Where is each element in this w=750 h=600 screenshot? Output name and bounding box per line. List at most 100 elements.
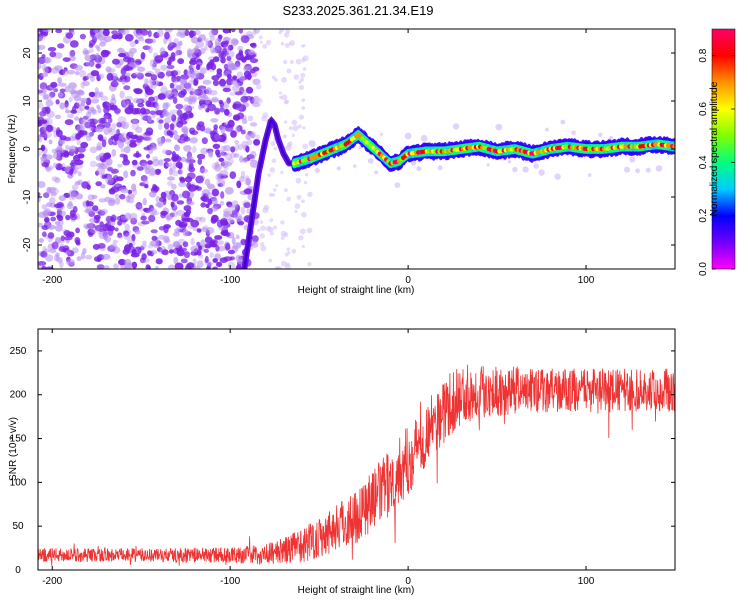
noise-cell <box>156 29 164 37</box>
noise-cell <box>38 44 46 50</box>
noise-cell <box>114 197 121 205</box>
noise-cell <box>137 66 146 72</box>
noise-cell <box>210 198 218 205</box>
noise-cell <box>252 66 260 72</box>
noise-cell <box>134 203 142 208</box>
noise-cell <box>64 119 74 126</box>
noise-cell <box>144 131 153 136</box>
noise-cell <box>86 184 91 190</box>
noise-cell <box>187 98 193 105</box>
noise-cell <box>204 243 212 249</box>
noise-cell <box>269 218 274 223</box>
noise-cell <box>228 218 235 224</box>
noise-cell <box>157 93 166 100</box>
noise-cell <box>267 226 274 233</box>
noise-cell <box>54 114 62 120</box>
noise-cell <box>69 40 79 48</box>
noise-cell <box>196 249 202 256</box>
noise-cell <box>171 183 177 190</box>
noise-cell <box>168 167 173 176</box>
noise-cell <box>143 146 152 151</box>
noise-cell <box>140 115 147 121</box>
noise-cell <box>174 49 180 57</box>
noise-cell <box>76 108 83 114</box>
noise-cell <box>210 98 220 103</box>
noise-cell <box>301 199 305 203</box>
noise-cell <box>294 203 301 210</box>
noise-cell <box>63 151 71 156</box>
noise-cell <box>587 173 592 178</box>
noise-cell <box>66 113 75 119</box>
noise-cell <box>149 146 158 151</box>
noise-cell <box>200 147 209 155</box>
noise-cell <box>124 66 134 71</box>
noise-cell <box>239 56 248 61</box>
noise-cell <box>190 219 200 228</box>
noise-cell <box>44 117 53 126</box>
noise-cell <box>142 45 151 50</box>
noise-cell <box>234 143 240 151</box>
noise-cell <box>73 94 82 102</box>
noise-cell <box>153 31 160 39</box>
noise-cell <box>178 90 186 98</box>
noise-cell <box>112 141 118 146</box>
noise-cell <box>221 160 229 168</box>
noise-cell <box>227 204 233 209</box>
noise-cell <box>236 180 242 189</box>
colorbar-gradient <box>711 28 736 270</box>
noise-cell <box>77 179 83 185</box>
noise-cell <box>134 229 141 235</box>
noise-cell <box>178 40 183 46</box>
noise-cell <box>70 109 78 114</box>
noise-cell <box>204 255 209 264</box>
noise-cell <box>233 153 240 158</box>
noise-cell <box>110 214 117 222</box>
spectrogram-x-tick-label: -200 <box>42 275 62 286</box>
noise-cell <box>274 78 278 82</box>
noise-cell <box>97 242 106 249</box>
noise-cell <box>284 120 288 124</box>
noise-cell <box>120 189 129 194</box>
noise-cell <box>172 210 178 218</box>
noise-cell <box>185 86 194 92</box>
snr-x-tick-label: -100 <box>220 576 240 587</box>
noise-cell <box>181 217 191 222</box>
noise-cell <box>533 163 539 169</box>
noise-cell <box>196 153 206 160</box>
noise-cell <box>183 251 190 259</box>
noise-cell <box>135 150 140 159</box>
noise-cell <box>122 56 132 63</box>
noise-cell <box>269 167 275 173</box>
noise-cell <box>297 124 302 129</box>
noise-cell <box>195 216 203 221</box>
noise-cell <box>136 72 144 80</box>
noise-cell <box>82 50 91 55</box>
noise-cell <box>107 166 114 172</box>
noise-cell <box>52 151 61 160</box>
noise-cell <box>291 119 298 126</box>
noise-cell <box>98 136 104 142</box>
noise-cell <box>42 94 49 100</box>
noise-cell <box>180 258 188 264</box>
noise-cell <box>168 264 176 269</box>
colorbar: 0.0 0.2 0.4 0.6 0.8 Normalized spectral ampl… <box>698 28 736 276</box>
noise-cell <box>191 70 201 76</box>
noise-cell <box>164 117 171 124</box>
noise-cell <box>43 57 50 63</box>
noise-cell <box>48 248 57 254</box>
noise-cell <box>77 153 85 159</box>
noise-cell <box>69 213 78 221</box>
noise-cell <box>220 180 226 187</box>
noise-cell <box>207 207 213 215</box>
noise-cell <box>495 123 503 131</box>
noise-cell <box>51 67 59 74</box>
noise-cell <box>48 186 57 193</box>
noise-cell <box>135 202 143 210</box>
noise-cell <box>192 226 198 232</box>
noise-cell <box>121 78 126 85</box>
noise-cell <box>223 101 230 109</box>
noise-cell <box>189 30 194 39</box>
noise-cell <box>235 125 240 134</box>
noise-cell <box>191 48 199 54</box>
